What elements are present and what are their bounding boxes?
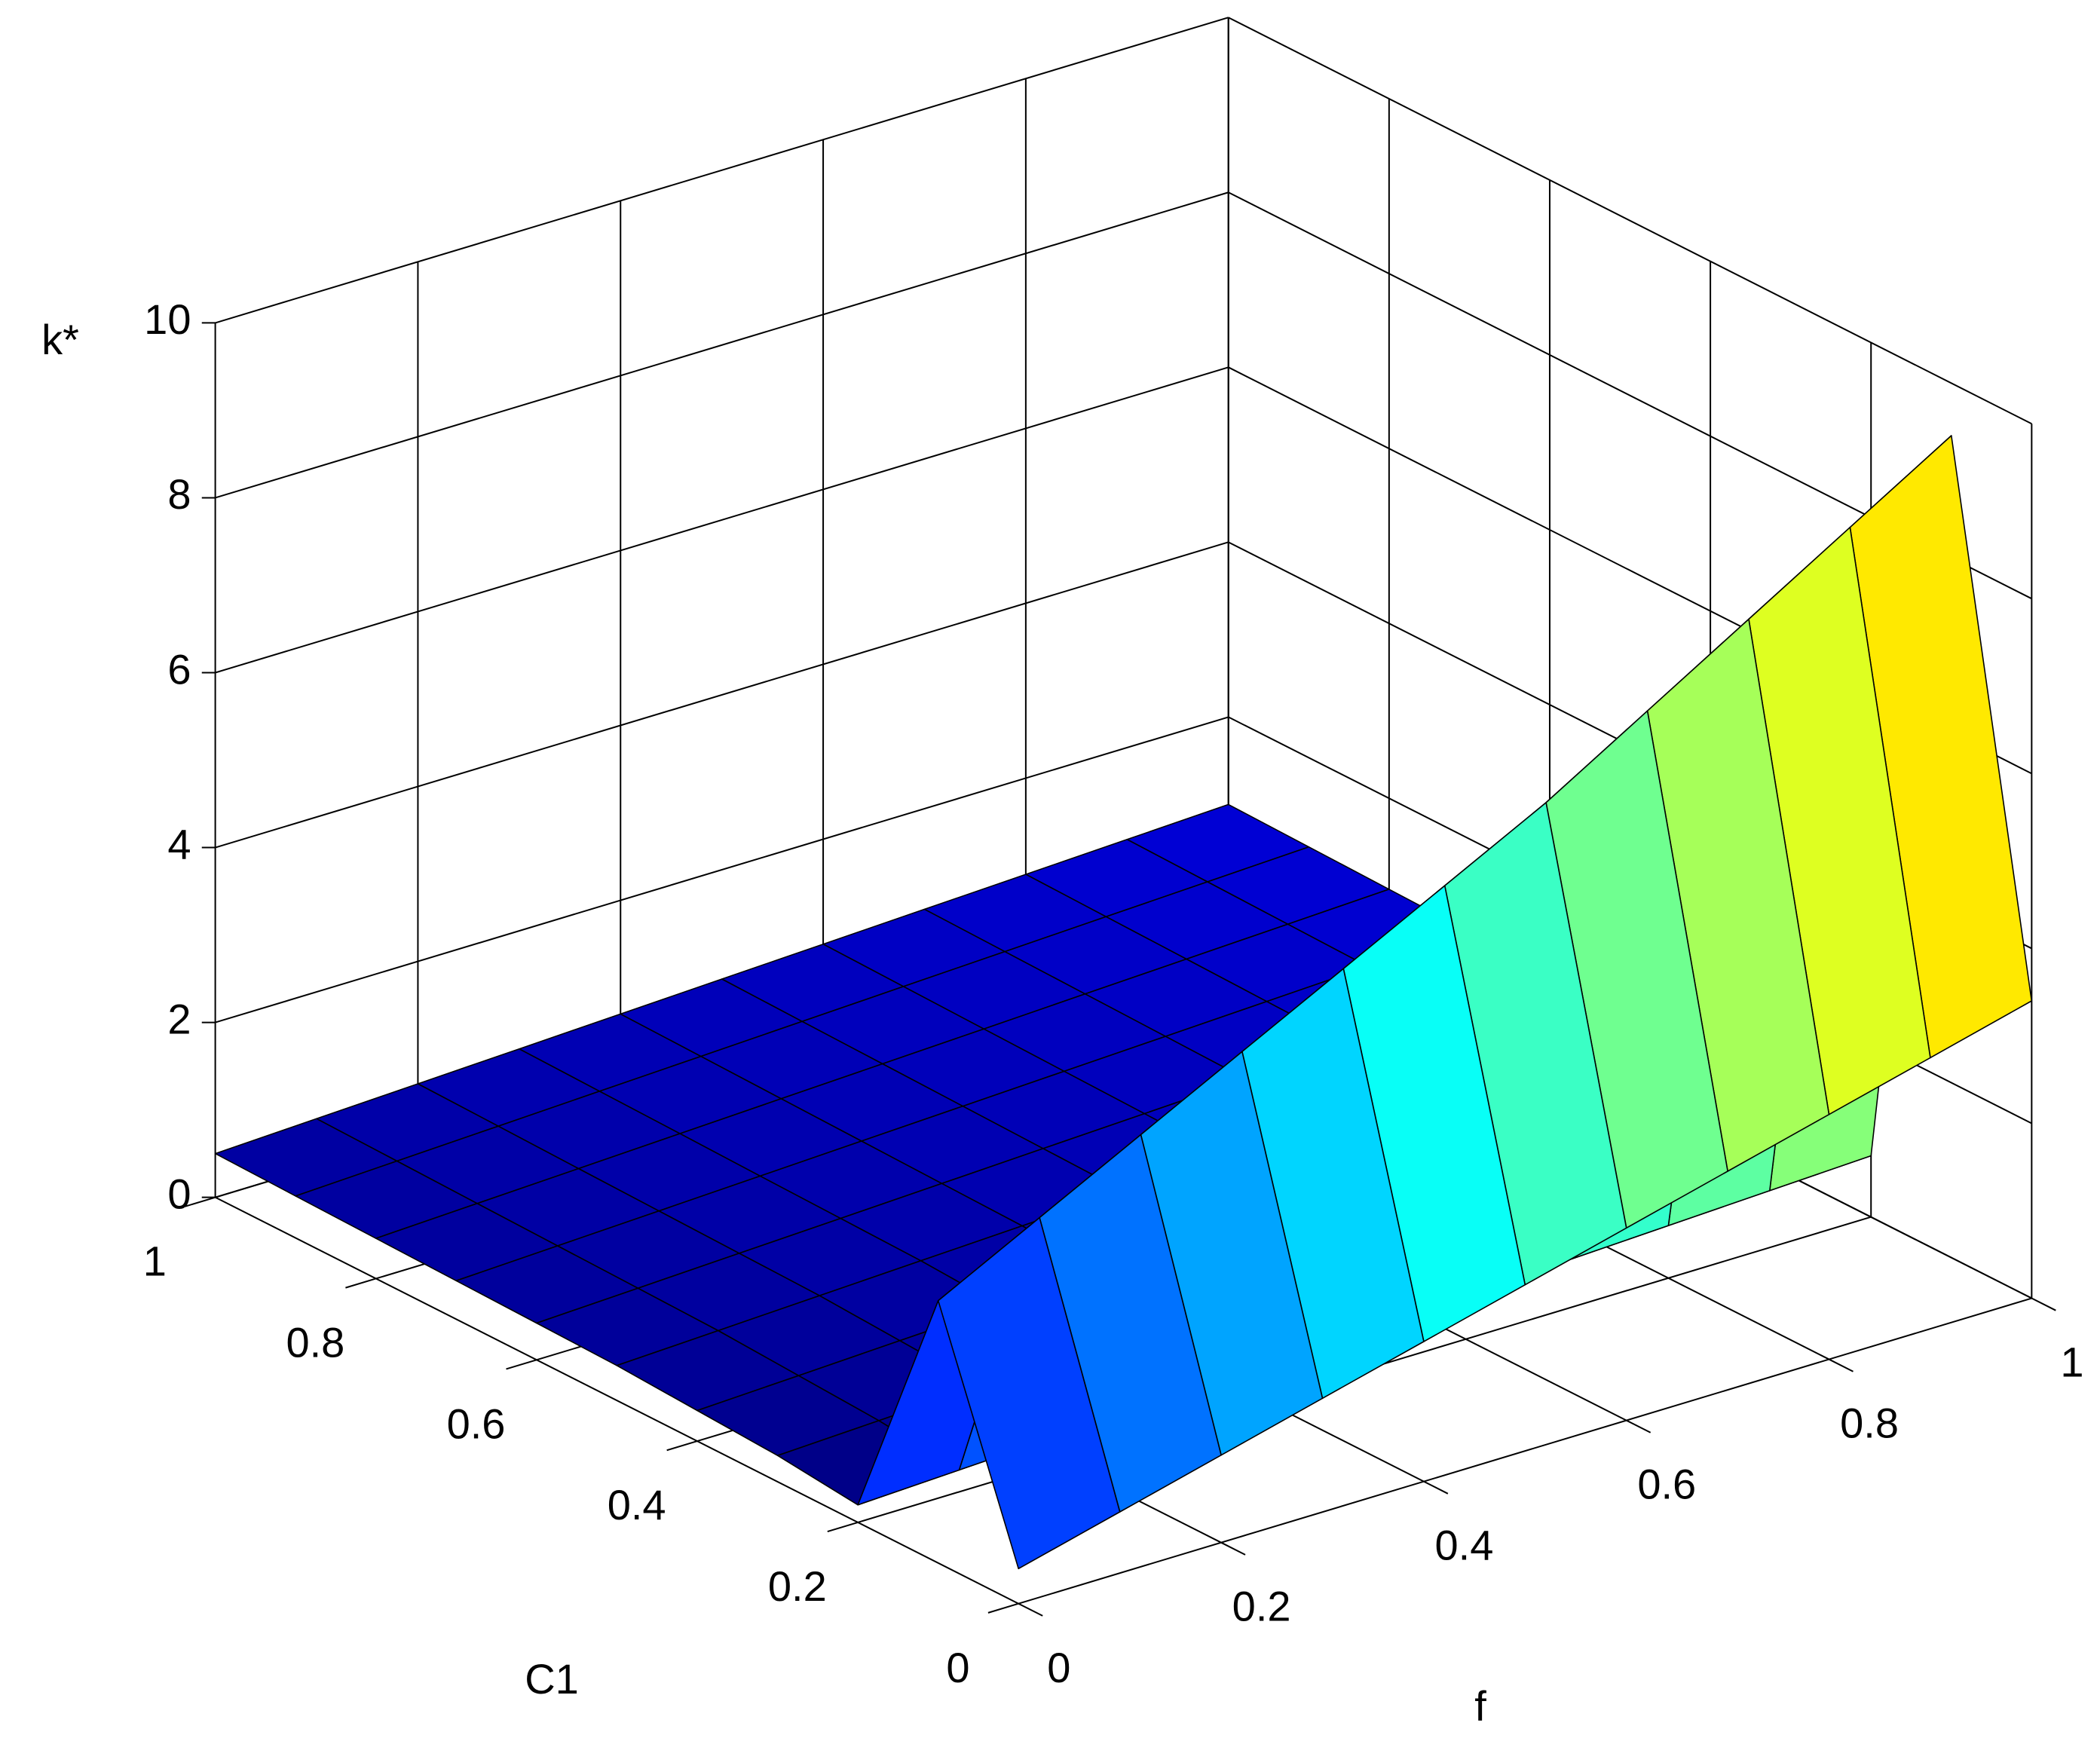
grid-line <box>1228 17 2032 425</box>
y-tick-label: 0.8 <box>286 1319 344 1366</box>
grid-line <box>215 541 1229 849</box>
grid-line <box>1018 1297 2032 1605</box>
grid-line <box>215 716 1229 1024</box>
z-tick-label: 10 <box>144 295 191 343</box>
x-axis-label: f <box>1474 1682 1486 1730</box>
x-tick <box>1423 1480 1449 1495</box>
grid-line <box>215 366 1229 674</box>
y-tick-label: 1 <box>143 1238 167 1285</box>
z-tick-label: 2 <box>167 995 191 1042</box>
y-tick <box>345 1277 377 1289</box>
x-tick-label: 0 <box>1047 1644 1070 1691</box>
x-tick <box>2031 1297 2056 1311</box>
z-tick-label: 4 <box>167 820 191 867</box>
y-tick <box>184 1196 216 1207</box>
y-tick-label: 0.4 <box>608 1481 666 1528</box>
grid-line <box>215 17 1229 324</box>
x-tick-label: 0.2 <box>1232 1583 1291 1630</box>
y-tick <box>987 1602 1019 1614</box>
y-tick <box>506 1359 537 1370</box>
z-tick-label: 8 <box>167 470 191 518</box>
x-tick <box>1018 1602 1043 1617</box>
z-tick-label: 0 <box>167 1170 191 1217</box>
surface-face <box>937 1216 1121 1570</box>
z-tick-label: 6 <box>167 645 191 693</box>
y-tick-label: 0.2 <box>768 1562 827 1610</box>
y-tick <box>827 1521 859 1533</box>
x-tick-label: 0.8 <box>1840 1400 1899 1447</box>
y-tick-label: 0 <box>946 1644 969 1691</box>
x-tick-label: 1 <box>2060 1339 2083 1386</box>
x-tick <box>1220 1541 1246 1556</box>
x-tick-label: 0.6 <box>1637 1461 1696 1508</box>
y-axis-label: C1 <box>525 1655 579 1703</box>
y-tick-label: 0.6 <box>447 1400 506 1447</box>
grid-line <box>215 1196 1019 1605</box>
x-tick-label: 0.4 <box>1435 1522 1494 1569</box>
x-tick <box>1829 1358 1854 1372</box>
x-tick <box>1626 1419 1652 1434</box>
y-tick <box>666 1440 698 1452</box>
grid-line <box>215 191 1229 499</box>
z-axis-label: k* <box>41 316 79 363</box>
